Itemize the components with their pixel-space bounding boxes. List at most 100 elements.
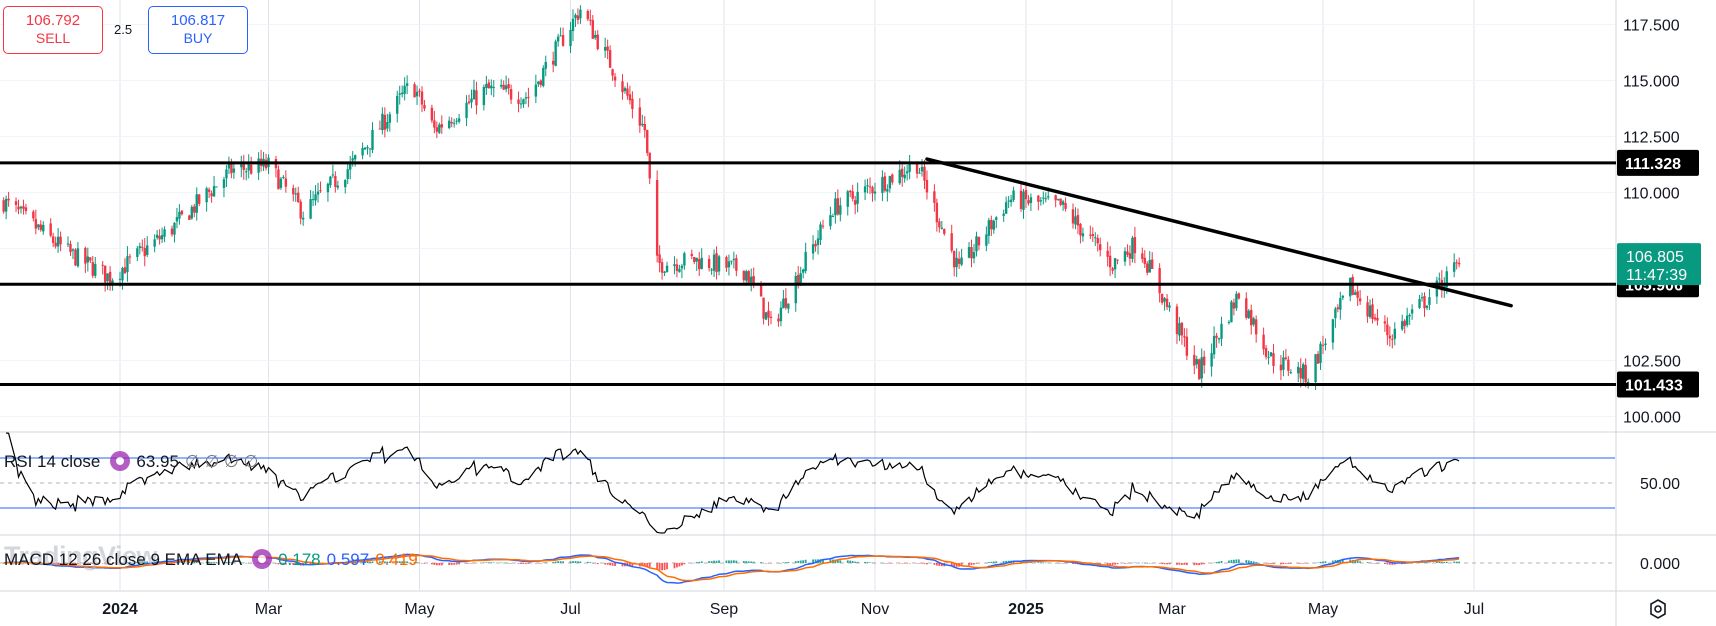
candle-body bbox=[331, 174, 335, 176]
macd-histogram-bar bbox=[891, 563, 894, 564]
candle bbox=[655, 170, 659, 263]
candle bbox=[591, 15, 594, 39]
candle bbox=[1133, 226, 1137, 264]
candle bbox=[923, 159, 926, 189]
macd-histogram-bar bbox=[1297, 563, 1300, 564]
candle bbox=[569, 22, 572, 53]
candle bbox=[1299, 358, 1302, 388]
candle bbox=[190, 204, 193, 220]
macd-histogram-bar bbox=[921, 563, 923, 564]
candle-body bbox=[1353, 292, 1357, 295]
candle bbox=[1054, 194, 1057, 208]
candle bbox=[990, 215, 993, 236]
candle bbox=[420, 86, 424, 113]
candle bbox=[438, 122, 441, 135]
macd-histogram-bar bbox=[1131, 562, 1134, 564]
macd-histogram-bar bbox=[953, 563, 956, 568]
macd-histogram-bar bbox=[89, 563, 92, 564]
gear-icon[interactable] bbox=[1648, 599, 1668, 619]
candle bbox=[1212, 326, 1216, 359]
macd-histogram-bar bbox=[1408, 563, 1411, 564]
candle-body bbox=[136, 248, 139, 257]
candle bbox=[504, 75, 508, 93]
candle bbox=[551, 51, 555, 73]
candle bbox=[1331, 318, 1335, 350]
buy-button[interactable]: 106.817 BUY bbox=[148, 6, 248, 54]
candle bbox=[91, 255, 94, 279]
candle bbox=[871, 185, 874, 202]
candle bbox=[1009, 194, 1013, 207]
macd-histogram-bar bbox=[294, 563, 297, 565]
candle-body bbox=[1200, 357, 1203, 379]
candle-body bbox=[814, 243, 817, 247]
candle-body bbox=[160, 235, 164, 240]
macd-histogram-bar bbox=[146, 561, 149, 563]
macd-histogram-bar bbox=[572, 561, 574, 563]
candle-body bbox=[247, 163, 250, 171]
candle-body bbox=[245, 171, 248, 173]
candle-body bbox=[344, 180, 347, 188]
macd-histogram-bar bbox=[1176, 563, 1178, 565]
macd-histogram-bar bbox=[423, 563, 426, 564]
candle bbox=[1237, 292, 1241, 300]
macd-histogram-bar bbox=[242, 562, 245, 564]
candle bbox=[482, 84, 486, 111]
candle-body bbox=[1039, 200, 1043, 202]
candle bbox=[247, 154, 250, 179]
candle-body bbox=[591, 20, 594, 39]
candle-body bbox=[1047, 196, 1050, 198]
candle-body bbox=[51, 236, 55, 243]
candle bbox=[1160, 293, 1164, 305]
macd-histogram-bar bbox=[777, 563, 780, 564]
macd-histogram-bar bbox=[101, 563, 104, 564]
candle bbox=[1235, 291, 1238, 311]
candle bbox=[727, 254, 731, 276]
candle-body bbox=[1366, 302, 1369, 317]
candle bbox=[970, 239, 973, 268]
macd-histogram-bar bbox=[715, 560, 718, 563]
candle-body bbox=[1455, 262, 1458, 264]
candle bbox=[1185, 328, 1189, 361]
candle-body bbox=[121, 267, 124, 281]
candle-body bbox=[1410, 309, 1414, 314]
candle-body bbox=[475, 90, 478, 106]
macd-histogram-bar bbox=[1039, 562, 1042, 563]
candle-body bbox=[207, 189, 211, 192]
candle-body bbox=[1358, 298, 1362, 302]
candle bbox=[284, 170, 288, 193]
indicator-settings-icon[interactable] bbox=[252, 549, 273, 570]
macd-histogram-bar bbox=[74, 563, 77, 565]
rsi-legend[interactable]: RSI 14 close 63.95 ∅ ∅ ∅ ∅ bbox=[4, 451, 264, 472]
candle bbox=[1111, 267, 1114, 275]
macd-histogram-bar bbox=[475, 562, 478, 564]
x-tick-label: Sep bbox=[710, 601, 739, 618]
sell-button[interactable]: 106.792 SELL bbox=[3, 6, 103, 54]
candle-body bbox=[905, 171, 909, 174]
macd-histogram-bar bbox=[970, 563, 973, 566]
macd-histogram-bar bbox=[482, 562, 485, 564]
macd-legend[interactable]: MACD 12 26 close 9 EMA EMA 0.178 0.597 0.41… bbox=[4, 549, 424, 570]
candle bbox=[363, 147, 367, 151]
candle-body bbox=[118, 278, 122, 280]
candle bbox=[37, 223, 40, 231]
macd-histogram-bar bbox=[1265, 563, 1267, 564]
candle bbox=[648, 152, 651, 184]
candle-body bbox=[621, 81, 624, 93]
candle-body bbox=[42, 224, 45, 232]
candle bbox=[717, 254, 721, 276]
indicator-settings-icon[interactable] bbox=[110, 451, 131, 472]
candle bbox=[537, 81, 540, 88]
candle bbox=[242, 154, 245, 180]
candle-body bbox=[1042, 197, 1045, 199]
candle-body bbox=[1284, 357, 1288, 359]
candle-body bbox=[1237, 293, 1241, 299]
macd-histogram-bar bbox=[614, 563, 616, 567]
macd-histogram-bar bbox=[978, 563, 980, 564]
macd-histogram-bar bbox=[1282, 563, 1285, 565]
macd-histogram-bar bbox=[713, 560, 715, 563]
candle-body bbox=[292, 187, 295, 195]
macd-histogram-bar bbox=[995, 561, 998, 563]
macd-tick-label: 0.000 bbox=[1640, 556, 1680, 573]
candle bbox=[767, 301, 770, 326]
